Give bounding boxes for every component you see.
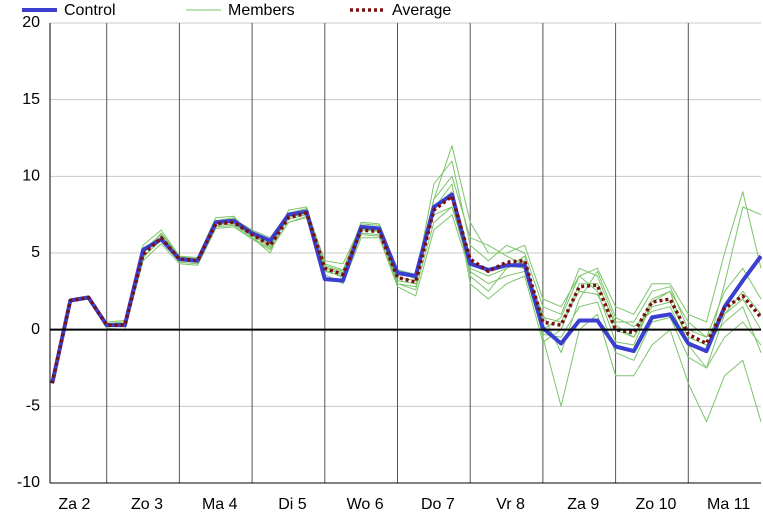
axes: -10 -5 0 5 10 15 20 Za 2 Zo 3 Ma 4 Di 5 Wo 6 Do 7 Vr … (17, 14, 761, 513)
legend-label: Average (392, 2, 451, 19)
x-tick-label: Ma 11 (707, 496, 750, 513)
plot-lines (50, 145, 762, 423)
x-tick-label: Ma 4 (202, 496, 238, 513)
y-tick-label: 20 (22, 14, 40, 31)
x-tick-label: Za 2 (58, 496, 90, 513)
member-line (51, 214, 762, 384)
y-tick-label: 0 (31, 321, 40, 338)
legend-label: Members (228, 2, 295, 19)
x-tick-label: Zo 10 (635, 496, 676, 513)
y-tick-label: -10 (17, 474, 40, 491)
x-tick-label: Di 5 (278, 496, 307, 513)
legend-label: Control (64, 2, 116, 19)
average-line (50, 194, 762, 384)
y-tick-label: -5 (26, 398, 40, 415)
x-tick-label: Wo 6 (347, 496, 384, 513)
grid (50, 22, 761, 484)
x-tick-label: Do 7 (421, 496, 455, 513)
x-tick-label: Za 9 (567, 496, 599, 513)
y-tick-label: 10 (22, 168, 40, 185)
y-tick-label: 15 (22, 91, 40, 108)
legend: Control Members Average (22, 2, 451, 19)
y-tick-label: 5 (31, 244, 40, 261)
member-line (51, 145, 762, 384)
x-tick-label: Vr 8 (496, 496, 525, 513)
x-tick-label: Zo 3 (131, 496, 163, 513)
